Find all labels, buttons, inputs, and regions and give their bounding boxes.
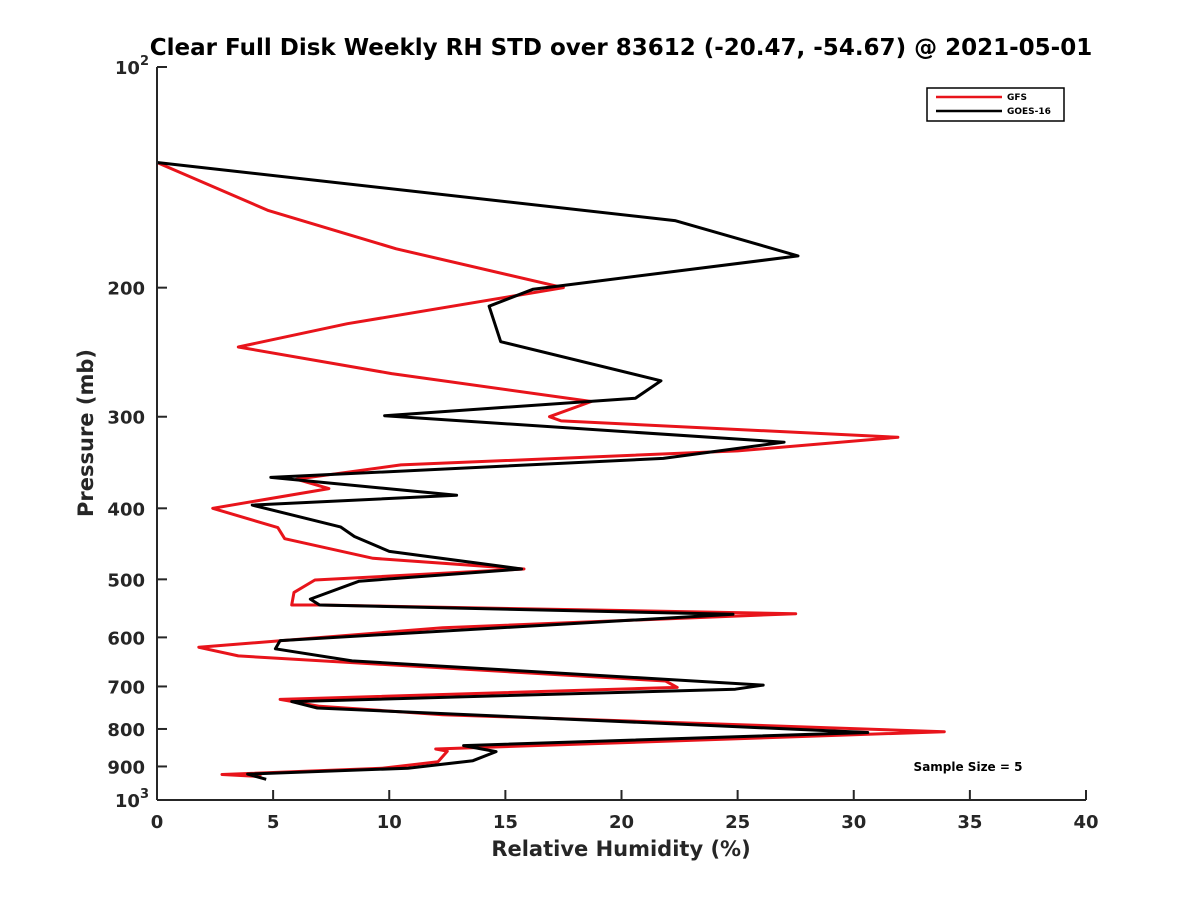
x-tick-label: 40 xyxy=(1073,812,1098,833)
x-tick-label: 0 xyxy=(151,812,164,833)
legend: GFS GOES-16 xyxy=(926,87,1065,122)
legend-box xyxy=(926,87,1065,122)
y-tick-label: 800 xyxy=(107,720,145,741)
x-tick-label: 10 xyxy=(377,812,402,833)
y-tick-label: 200 xyxy=(107,279,145,300)
y-axis-label: Pressure (mb) xyxy=(74,349,98,517)
y-tick-label: 900 xyxy=(107,757,145,778)
x-tick-label: 35 xyxy=(957,812,982,833)
y-tick-label: 500 xyxy=(107,570,145,591)
series-line-goes-16 xyxy=(156,161,870,781)
x-tick-label: 25 xyxy=(725,812,750,833)
legend-label-goes-16: GOES-16 xyxy=(1007,107,1051,117)
x-tick-label: 15 xyxy=(493,812,518,833)
y-tick-label: 300 xyxy=(107,408,145,429)
sample-size-annotation: Sample Size = 5 xyxy=(914,760,1023,774)
x-tick-label: 20 xyxy=(609,812,634,833)
chart-title: Clear Full Disk Weekly RH STD over 83612… xyxy=(150,35,1092,61)
x-tick-label: 30 xyxy=(841,812,866,833)
y-tick-label: 700 xyxy=(107,677,145,698)
x-axis-label: Relative Humidity (%) xyxy=(491,837,750,861)
y-tick-label: 102 xyxy=(115,54,149,79)
y-tick-label: 400 xyxy=(107,499,145,520)
legend-label-gfs: GFS xyxy=(1007,93,1027,103)
axes: 0 5 10 15 20 25 30 35 40 102 200 300 400 500 600 700 800… xyxy=(107,54,1098,833)
y-tick-label: 103 xyxy=(115,787,149,812)
plot-lines xyxy=(156,161,946,781)
y-tick-label: 600 xyxy=(107,628,145,649)
x-tick-label: 5 xyxy=(267,812,280,833)
series-line-gfs xyxy=(156,161,946,779)
